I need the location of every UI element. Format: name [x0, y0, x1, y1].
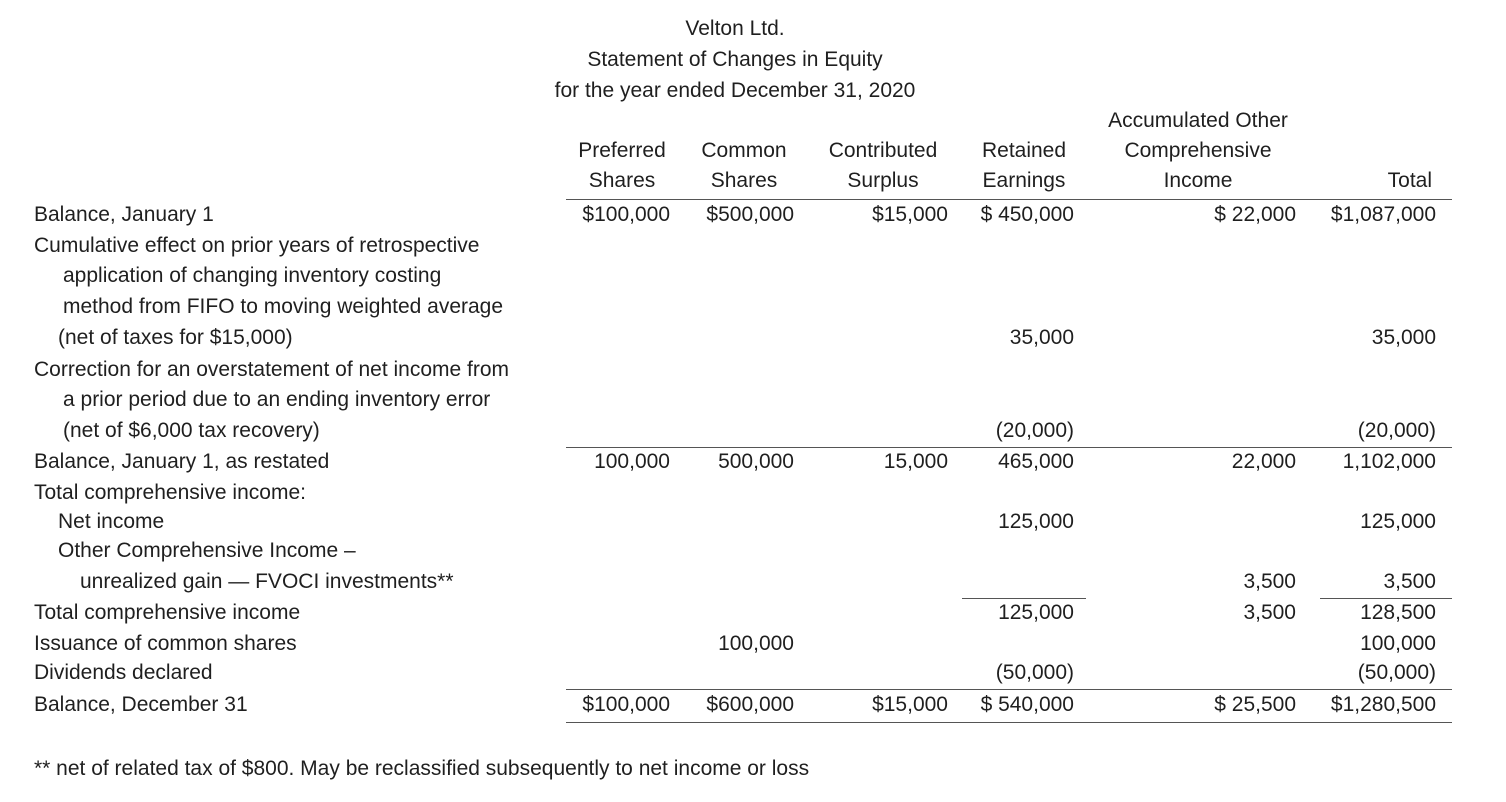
cell-contributed-balance-restated: 15,000 [883, 450, 948, 473]
row-label-cumulative-effect-3: method from FIFO to moving weighted aver… [63, 295, 504, 318]
cell-preferred-balance-jan1: $100,000 [582, 203, 670, 226]
cell-retained-dividends: (50,000) [995, 661, 1074, 684]
cell-total-balance-restated: 1,102,000 [1342, 450, 1436, 473]
cell-total-tci-total: 128,500 [1360, 601, 1436, 624]
cell-retained-balance-jan1: $ 450,000 [980, 203, 1074, 226]
tci-rule-retained [962, 598, 1086, 599]
row-label-correction-1: Correction for an overstatement of net i… [34, 358, 510, 381]
cell-retained-tci-total: 125,000 [998, 601, 1074, 624]
header-retained-earnings: Retained Earnings [981, 139, 1067, 192]
row-label-tci-total: Total comprehensive income [34, 601, 301, 624]
cell-common-balance-restated: 500,000 [718, 450, 794, 473]
cell-preferred-balance-restated: 100,000 [594, 450, 670, 473]
header-common-shares: Common Shares [701, 139, 787, 192]
cell-common-balance-jan1: $500,000 [706, 203, 794, 226]
statement-title: Statement of Changes in Equity [587, 48, 883, 71]
cell-contributed-balance-jan1: $15,000 [872, 203, 948, 226]
cell-retained-cumulative-effect: 35,000 [1009, 326, 1074, 349]
cell-retained-balance-dec31: $ 540,000 [980, 693, 1074, 716]
header-total: Total [1387, 169, 1432, 192]
cell-aoci-balance-restated: 22,000 [1231, 450, 1296, 473]
header-aoci: Accumulated Other Comprehensive Income [1108, 109, 1288, 192]
row-label-dividends: Dividends declared [34, 661, 213, 684]
company-name: Velton Ltd. [685, 17, 785, 40]
cell-total-balance-dec31: $1,280,500 [1330, 693, 1436, 716]
tci-rule-total [1320, 598, 1452, 599]
cell-total-dividends: (50,000) [1357, 661, 1436, 684]
restated-rule [566, 447, 1452, 448]
cell-common-issuance: 100,000 [718, 632, 794, 655]
header-contributed-surplus: Contributed Surplus [828, 139, 938, 192]
cell-total-cumulative-effect: 35,000 [1371, 326, 1436, 349]
row-label-cumulative-effect-2: application of changing inventory costin… [63, 264, 442, 287]
closing-rule-top [566, 689, 1452, 690]
cell-aoci-oci: 3,500 [1243, 570, 1296, 593]
cell-total-net-income: 125,000 [1360, 510, 1436, 533]
cell-aoci-balance-jan1: $ 22,000 [1214, 203, 1296, 226]
cell-retained-net-income: 125,000 [998, 510, 1074, 533]
row-label-cumulative-effect-4: (net of taxes for $15,000) [58, 326, 293, 349]
cell-common-balance-dec31: $600,000 [706, 693, 794, 716]
cell-total-issuance: 100,000 [1360, 632, 1436, 655]
footnote: ** net of related tax of $800. May be re… [34, 757, 810, 780]
closing-rule-bottom [566, 722, 1452, 723]
row-label-tci-heading: Total comprehensive income: [34, 481, 306, 504]
row-label-balance-jan1: Balance, January 1 [34, 203, 214, 226]
cell-retained-balance-restated: 465,000 [998, 450, 1074, 473]
cell-retained-correction: (20,000) [995, 419, 1074, 442]
cell-contributed-balance-dec31: $15,000 [872, 693, 948, 716]
row-label-balance-dec31: Balance, December 31 [34, 693, 248, 716]
cell-total-balance-jan1: $1,087,000 [1330, 203, 1436, 226]
header-preferred-shares: Preferred Shares [578, 139, 666, 192]
cell-total-oci: 3,500 [1383, 570, 1436, 593]
cell-preferred-balance-dec31: $100,000 [582, 693, 670, 716]
row-label-oci-1: Other Comprehensive Income – [58, 539, 356, 562]
cell-aoci-tci-total: 3,500 [1243, 601, 1296, 624]
row-label-issuance: Issuance of common shares [34, 632, 297, 655]
cell-aoci-balance-dec31: $ 25,500 [1214, 693, 1296, 716]
row-label-balance-restated: Balance, January 1, as restated [34, 450, 330, 473]
cell-total-correction: (20,000) [1357, 419, 1436, 442]
row-label-net-income: Net income [58, 510, 165, 533]
row-label-oci-2: unrealized gain — FVOCI investments** [80, 570, 454, 593]
row-label-correction-3: (net of $6,000 tax recovery) [63, 419, 320, 442]
row-label-correction-2: a prior period due to an ending inventor… [63, 388, 491, 411]
header-rule [566, 199, 1452, 200]
statement-period: for the year ended December 31, 2020 [554, 79, 916, 102]
row-label-cumulative-effect-1: Cumulative effect on prior years of retr… [34, 234, 480, 257]
